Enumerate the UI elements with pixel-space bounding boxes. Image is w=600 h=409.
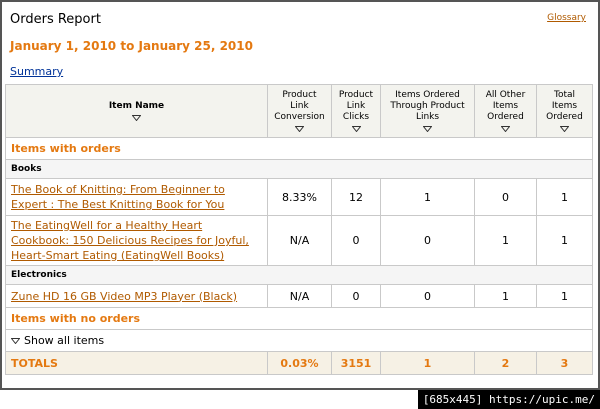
column-label: Items Ordered Through Product Links <box>390 90 465 122</box>
cell: 0 <box>380 215 475 266</box>
cell: 1 <box>474 215 537 266</box>
item-link[interactable]: The Book of Knitting: From Beginner to E… <box>11 183 225 211</box>
cell: 1 <box>536 215 593 266</box>
cell: 0 <box>331 215 381 266</box>
cell: 12 <box>331 178 381 216</box>
column-label: Item Name <box>108 101 165 111</box>
toggle-cell: Show all items <box>5 329 593 352</box>
toggle-row: Show all items <box>5 329 593 352</box>
total-cell: 0.03% <box>267 351 332 375</box>
section-row: Items with orders <box>5 137 593 160</box>
cell: N/A <box>267 284 332 308</box>
section-label: Items with orders <box>5 137 593 160</box>
total-cell: 3151 <box>331 351 381 375</box>
total-cell: 1 <box>380 351 475 375</box>
group-label: Electronics <box>5 265 593 285</box>
title: Orders Report <box>10 12 101 27</box>
item-link[interactable]: Zune HD 16 GB Video MP3 Player (Black) <box>11 289 238 303</box>
date-range: January 1, 2010 to January 25, 2010 <box>10 39 253 53</box>
cell: N/A <box>267 215 332 266</box>
item-row: Zune HD 16 GB Video MP3 Player (Black) N/… <box>5 284 593 308</box>
group-label: Books <box>5 159 593 179</box>
totals-row: TOTALS 0.03% 3151 1 2 3 <box>5 351 593 375</box>
cell: 1 <box>474 284 537 308</box>
cell: 0 <box>380 284 475 308</box>
show-all-toggle[interactable]: Show all items <box>24 334 105 347</box>
glossary-link[interactable]: Glossary <box>547 13 586 23</box>
group-row: Electronics <box>5 265 593 285</box>
item-row: The EatingWell for a Healthy Heart Cookb… <box>5 215 593 266</box>
cell: 1 <box>536 284 593 308</box>
item-cell: Zune HD 16 GB Video MP3 Player (Black) <box>5 284 268 308</box>
orders-table: Item Name Product Link Conversion Product … <box>5 84 593 375</box>
column-header[interactable]: Item Name <box>5 84 268 138</box>
item-row: The Book of Knitting: From Beginner to E… <box>5 178 593 216</box>
column-label: All Other Items Ordered <box>485 90 526 122</box>
total-cell: 3 <box>536 351 593 375</box>
cell: 0 <box>474 178 537 216</box>
total-cell: 2 <box>474 351 537 375</box>
column-header[interactable]: Product Link Clicks <box>331 84 381 138</box>
cell: 0 <box>331 284 381 308</box>
section-row: Items with no orders <box>5 307 593 330</box>
column-label: Total Items Ordered <box>546 90 583 122</box>
watermark: [685x445] https://upic.me/ <box>417 390 600 409</box>
cell: 1 <box>380 178 475 216</box>
column-label: Product Link Clicks <box>338 90 374 122</box>
column-header[interactable]: Product Link Conversion <box>267 84 332 138</box>
total-cell: TOTALS <box>5 351 268 375</box>
summary-link[interactable]: Summary <box>10 65 64 78</box>
item-link[interactable]: The EatingWell for a Healthy Heart Cookb… <box>11 219 249 262</box>
section-label: Items with no orders <box>5 307 593 330</box>
item-cell: The Book of Knitting: From Beginner to E… <box>5 178 268 216</box>
item-cell: The EatingWell for a Healthy Heart Cookb… <box>5 215 268 266</box>
column-label: Product Link Conversion <box>274 90 325 122</box>
column-header[interactable]: Total Items Ordered <box>536 84 593 138</box>
header-row: Item Name Product Link Conversion Product … <box>5 84 593 138</box>
cell: 8.33% <box>267 178 332 216</box>
report: Orders Report Glossary January 1, 2010 t… <box>0 0 600 390</box>
cell: 1 <box>536 178 593 216</box>
column-header[interactable]: All Other Items Ordered <box>474 84 537 138</box>
group-row: Books <box>5 159 593 179</box>
column-header[interactable]: Items Ordered Through Product Links <box>380 84 475 138</box>
